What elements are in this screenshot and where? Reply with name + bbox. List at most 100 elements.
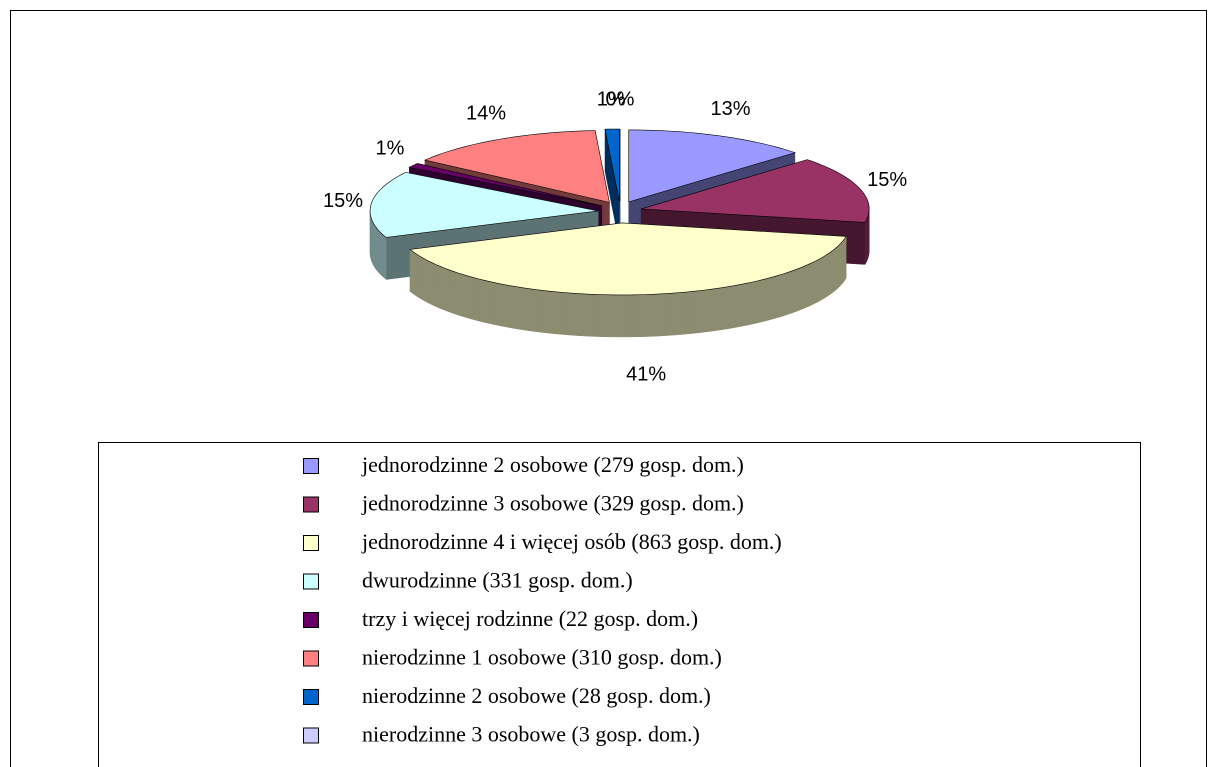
- slice-top: [408, 163, 602, 207]
- legend-swatch: [303, 689, 319, 705]
- slice-side: [383, 234, 387, 281]
- slice-side: [435, 264, 441, 309]
- data-label: 1%: [375, 138, 404, 160]
- slice-top: [641, 159, 870, 223]
- data-label: 14%: [466, 102, 506, 124]
- slice-side: [536, 289, 544, 333]
- slice-side: [690, 290, 698, 334]
- slice-side: [439, 265, 445, 311]
- legend-swatch: [303, 573, 319, 590]
- legend-label: jednorodzinne 4 i więcej osób (863 gosp.…: [361, 529, 782, 554]
- slice-side: [555, 291, 563, 335]
- slice-side: [488, 281, 495, 325]
- slice-side: [379, 230, 382, 277]
- slice-side: [643, 294, 651, 337]
- slice-side: [457, 272, 463, 317]
- slice-side: [409, 248, 413, 294]
- slice-side: [819, 256, 824, 302]
- slice-side: [834, 246, 838, 292]
- slice-side: [808, 261, 814, 307]
- slice-side: [812, 260, 817, 305]
- data-label: 13%: [710, 98, 750, 120]
- slice-side: [767, 276, 774, 321]
- data-label: 0%: [606, 89, 635, 111]
- slice-side: [629, 294, 637, 338]
- legend-swatch: [303, 612, 319, 628]
- slice-side: [796, 267, 802, 312]
- slice-side: [381, 232, 384, 279]
- slice-side: [615, 294, 624, 338]
- slice-side: [756, 279, 763, 324]
- legend-box: [98, 442, 1141, 767]
- slice-side: [839, 242, 842, 288]
- slice-side: [472, 277, 479, 322]
- slice-side: [782, 272, 788, 317]
- slice-side: [663, 293, 671, 337]
- slice-side: [609, 294, 617, 338]
- slice-side: [588, 293, 597, 337]
- slice-side: [483, 279, 489, 324]
- slice-side: [745, 281, 752, 326]
- slice-side: [511, 285, 519, 330]
- slice-side: [656, 293, 665, 337]
- slice-side: [424, 258, 429, 304]
- slice-side: [542, 290, 550, 334]
- legend-swatch: [303, 727, 319, 744]
- slice-top: [369, 172, 599, 238]
- slice-side: [431, 262, 437, 307]
- slice-side: [448, 269, 454, 314]
- slice-side: [412, 250, 416, 296]
- slice-side: [816, 258, 821, 303]
- slice-side: [575, 293, 583, 337]
- slice-side: [792, 268, 798, 314]
- legend-swatch: [303, 535, 319, 551]
- slice-side: [562, 292, 570, 336]
- slice-top: [604, 128, 620, 202]
- slice-top: [628, 129, 796, 203]
- slice-side: [751, 280, 758, 325]
- slice-top: [423, 130, 610, 203]
- slice-side: [377, 228, 380, 275]
- slice-side: [418, 254, 422, 300]
- legend-label: jednorodzinne 3 osobowe (329 gosp. dom.): [361, 491, 744, 516]
- slice-side: [595, 294, 603, 337]
- slice-side: [826, 252, 830, 298]
- slice-side: [709, 288, 717, 332]
- slice-side: [602, 294, 610, 338]
- slice-side: [676, 291, 685, 336]
- legend-label: jednorodzinne 2 osobowe (279 gosp. dom.): [361, 452, 744, 477]
- slice-side: [702, 289, 710, 333]
- slice-top: [409, 222, 847, 296]
- slice-side: [772, 275, 779, 320]
- slice-side: [670, 292, 678, 336]
- slice-side: [444, 267, 449, 313]
- slice-side: [499, 283, 507, 328]
- data-label: 1%: [597, 89, 626, 111]
- slice-side: [462, 274, 468, 319]
- data-label: 15%: [867, 169, 907, 191]
- slice-side: [777, 273, 784, 318]
- slice-side: [721, 286, 729, 330]
- slice-side: [804, 263, 810, 309]
- slice-side: [841, 239, 844, 286]
- slice-side: [636, 294, 644, 338]
- legend-label: dwurodzinne (331 gosp. dom.): [362, 568, 633, 593]
- slice-side: [715, 287, 723, 331]
- slice-side: [421, 256, 426, 302]
- slice-side: [787, 270, 793, 315]
- slice-side: [831, 248, 836, 294]
- slice-side: [829, 250, 833, 296]
- slice-side: [452, 270, 459, 316]
- slice-side: [622, 294, 631, 338]
- legend-label: nierodzinne 1 osobowe (310 gosp. dom.): [362, 645, 722, 670]
- slice-side: [415, 252, 419, 298]
- slice-side: [733, 284, 741, 328]
- slice-side: [523, 287, 531, 332]
- slice-side: [505, 284, 513, 329]
- slice-side: [582, 293, 590, 337]
- slice-side: [683, 291, 691, 335]
- slice-side: [467, 275, 473, 320]
- slice-side: [823, 254, 827, 300]
